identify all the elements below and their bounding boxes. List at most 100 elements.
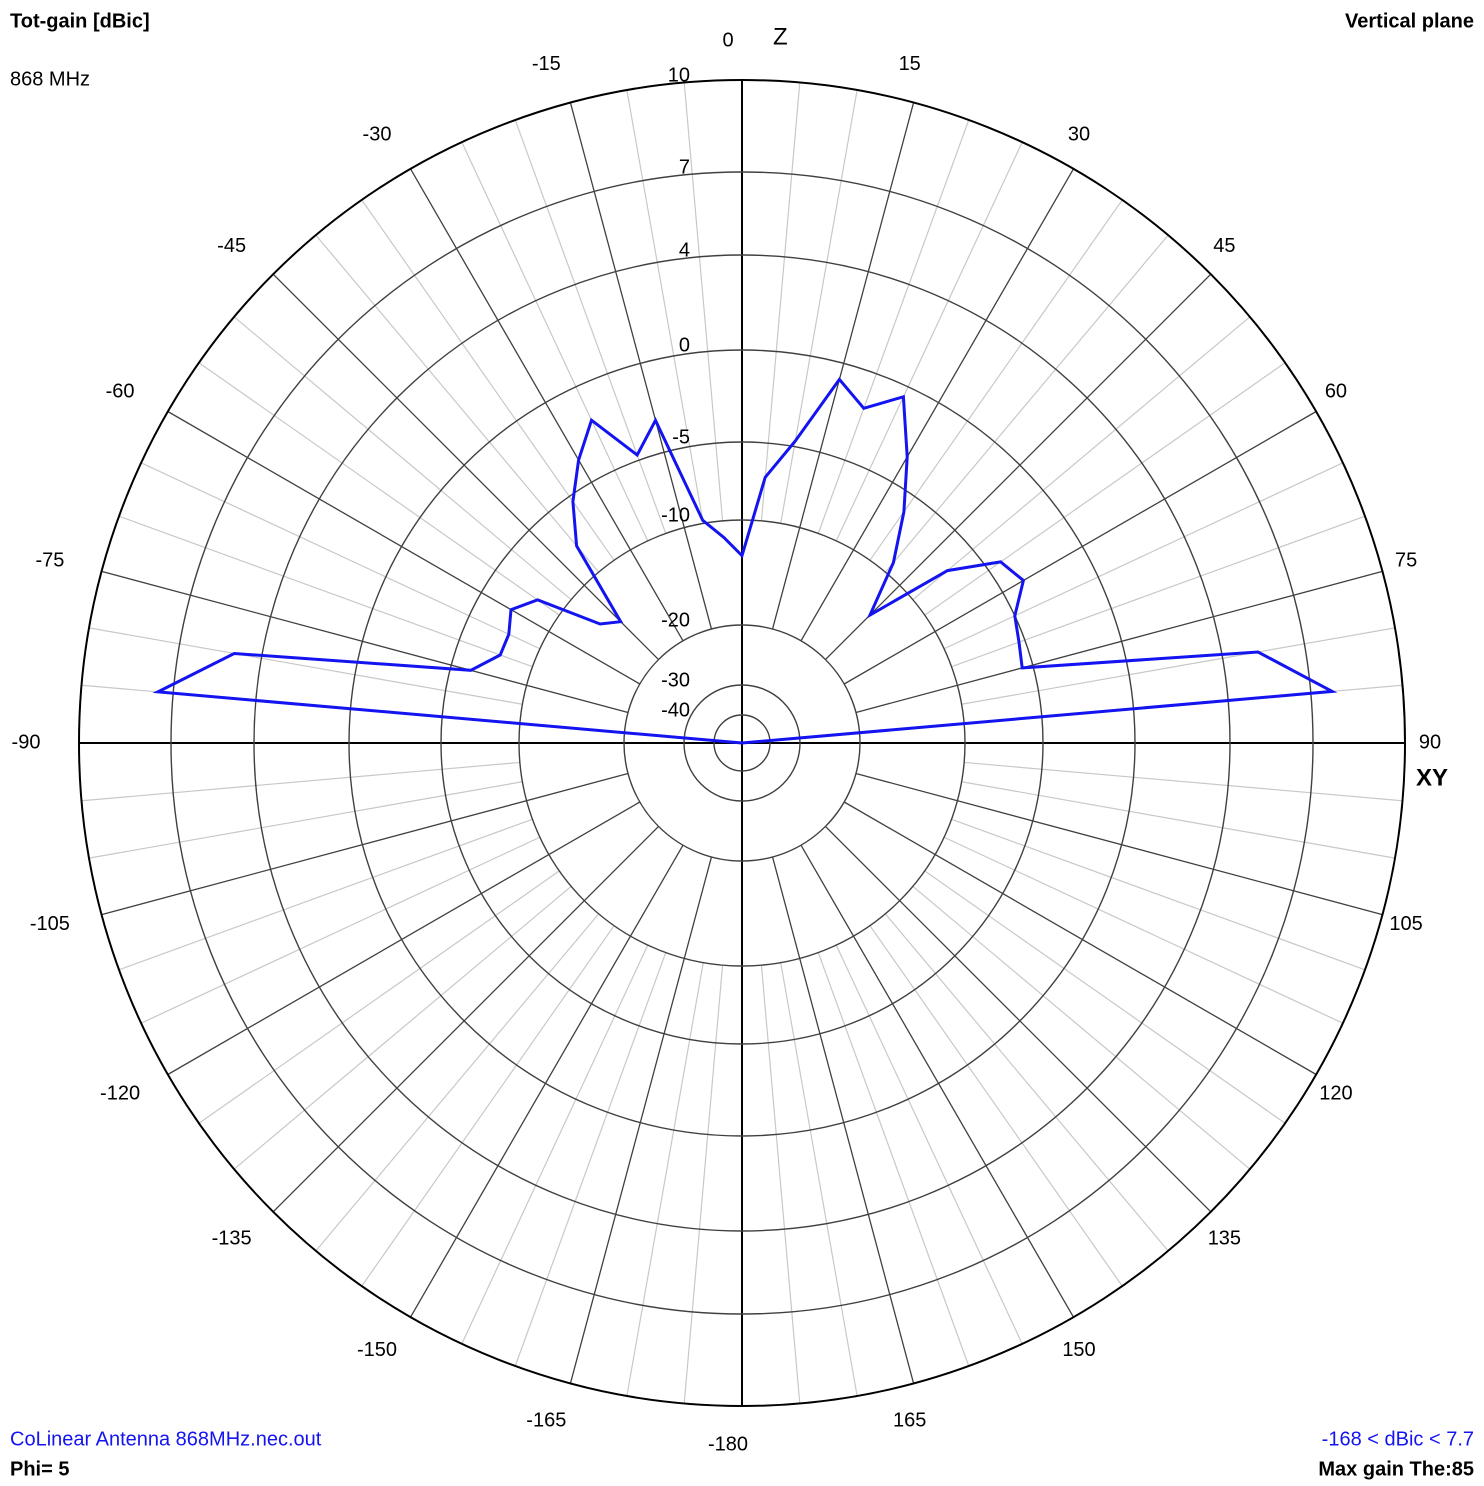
minor-spoke [361,925,615,1287]
angle-grid-line [771,102,915,630]
minor-spoke [88,627,523,705]
angle-tick-label: 105 [1389,913,1422,935]
minor-spoke [140,836,541,1024]
angle-grid-line [800,168,1075,642]
angle-tick-label: -150 [357,1339,397,1361]
r-tick-label: 10 [668,64,690,86]
max-gain: Max gain The:85 [1318,1458,1474,1480]
minor-spoke [924,362,1286,616]
angle-grid-line [824,825,1212,1213]
minor-spoke [943,836,1344,1024]
r-tick-label: -10 [661,504,690,526]
minor-spoke [835,141,1023,542]
ring [683,684,801,802]
minor-spoke [626,962,704,1397]
minor-spoke [817,119,970,534]
angle-tick-label: 135 [1208,1228,1241,1250]
file-name: CoLinear Antenna 868MHz.nec.out [10,1428,322,1450]
minor-spoke [912,316,1251,601]
minor-spoke [835,944,1023,1345]
r-tick-label: -40 [661,699,690,721]
ring [253,254,1231,1232]
angle-tick-label: -75 [35,550,64,572]
angle-tick-label: -90 [12,731,41,753]
angle-grid-line [843,801,1317,1076]
minor-spoke [140,462,541,650]
angle-grid-line [272,273,660,661]
angle-tick-label: 0 [722,29,733,51]
angle-tick-label: 45 [1213,235,1235,257]
angle-tick-label: -30 [363,123,392,145]
angle-tick-label: 90 [1419,731,1441,753]
ring [518,519,966,967]
r-tick-label: -30 [661,669,690,691]
r-tick-label: 7 [679,156,690,178]
angle-grid-line [855,772,1383,916]
angle-tick-label: 30 [1068,123,1090,145]
axis-label-z: Z [773,23,788,50]
minor-spoke [961,627,1396,705]
angle-tick-label: 150 [1062,1339,1095,1361]
minor-spoke [817,952,970,1367]
ring [78,79,1406,1407]
ring [623,624,861,862]
minor-spoke [760,965,801,1404]
minor-spoke [912,885,1251,1170]
chart-title: Tot-gain [dBic] [10,10,150,32]
minor-spoke [683,965,724,1404]
minor-spoke [760,82,801,521]
angle-grid-line [569,856,713,1384]
angle-tick-label: -165 [526,1409,566,1431]
minor-spoke [961,781,1396,859]
minor-spoke [869,925,1123,1287]
ring [440,441,1044,1045]
minor-spoke [924,870,1286,1124]
minor-spoke [964,761,1403,802]
ring [713,714,771,772]
ring [170,171,1314,1315]
plane: Vertical plane [1345,10,1474,32]
minor-spoke [315,234,600,573]
minor-spoke [118,818,533,971]
minor-spoke [683,82,724,521]
r-tick-label: 4 [679,239,690,261]
angle-grid-line [824,273,1212,661]
grid [78,79,1406,1407]
minor-spoke [626,89,704,524]
angle-grid-line [101,772,629,916]
angle-tick-label: -15 [532,53,561,75]
angle-tick-label: -180 [708,1433,748,1455]
minor-spoke [884,913,1169,1252]
minor-spoke [943,462,1344,650]
angle-grid-line [101,570,629,714]
minor-spoke [514,119,667,534]
axis-label-xy: XY [1416,764,1448,791]
minor-spoke [514,952,667,1367]
angle-tick-label: -135 [212,1228,252,1250]
minor-spoke [233,885,572,1170]
angle-grid-line [800,844,1075,1318]
minor-spoke [198,870,560,1124]
minor-spoke [81,761,520,802]
minor-spoke [461,141,649,542]
phi: Phi= 5 [10,1458,69,1480]
angle-grid-line [272,825,660,1213]
r-tick-label: -5 [672,426,690,448]
angle-grid-line [855,570,1383,714]
angle-tick-label: 120 [1319,1082,1352,1104]
minor-spoke [118,515,533,668]
angle-tick-label: 15 [899,53,921,75]
angle-grid-line [167,801,641,1076]
r-tick-label: -20 [661,609,690,631]
r-tick-label: 0 [679,334,690,356]
minor-spoke [951,515,1366,668]
minor-spoke [461,944,649,1345]
ring [348,349,1136,1137]
pattern-line [152,376,1338,745]
angle-grid-line [409,168,684,642]
angle-grid-line [771,856,915,1384]
angle-tick-label: -60 [106,380,135,402]
angle-tick-label: 165 [893,1409,926,1431]
angle-tick-label: -105 [30,913,70,935]
